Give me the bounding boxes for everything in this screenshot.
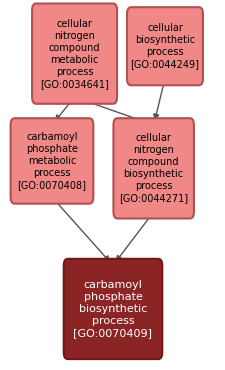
- FancyBboxPatch shape: [126, 7, 202, 85]
- FancyBboxPatch shape: [11, 118, 93, 204]
- Text: cellular
biosynthetic
process
[GO:0044249]: cellular biosynthetic process [GO:004424…: [130, 23, 199, 69]
- Text: cellular
nitrogen
compound
metabolic
process
[GO:0034641]: cellular nitrogen compound metabolic pro…: [40, 18, 108, 89]
- Text: carbamoyl
phosphate
biosynthetic
process
[GO:0070409]: carbamoyl phosphate biosynthetic process…: [73, 280, 152, 338]
- Text: carbamoyl
phosphate
metabolic
process
[GO:0070408]: carbamoyl phosphate metabolic process [G…: [17, 132, 86, 190]
- FancyBboxPatch shape: [63, 259, 162, 359]
- FancyBboxPatch shape: [32, 4, 117, 104]
- FancyBboxPatch shape: [113, 118, 193, 218]
- Text: cellular
nitrogen
compound
biosynthetic
process
[GO:0044271]: cellular nitrogen compound biosynthetic …: [119, 133, 187, 204]
